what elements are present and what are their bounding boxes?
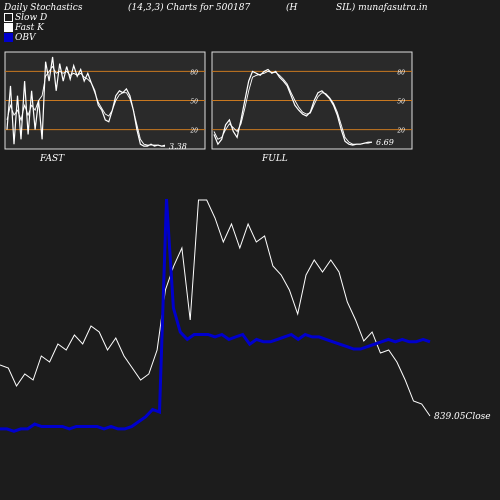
close-value-label: 839.05Close	[434, 412, 491, 422]
chart-params: (14,3,3) Charts for 500187	[128, 3, 251, 13]
chart-title: Daily Stochastics	[4, 3, 83, 13]
fast-panel-title: FAST	[39, 154, 65, 164]
legend-swatch-icon	[4, 33, 13, 42]
fast-d-line	[6, 65, 166, 147]
obv-line	[0, 198, 431, 433]
full-last-value-label: 6.69	[376, 138, 394, 147]
legend-slow-d: Slow D	[4, 13, 47, 23]
close-price-line	[0, 199, 431, 417]
legend-fast-k: Fast K	[4, 23, 44, 33]
site-text: SIL) munafasutra.in	[336, 3, 428, 13]
full-d-line	[213, 70, 373, 145]
full-panel-title: FULL	[261, 154, 288, 164]
legend-label: Fast K	[15, 23, 44, 33]
fast-last-value-label: 3.38	[169, 142, 187, 151]
legend-swatch-icon	[4, 13, 13, 22]
legend-swatch-icon	[4, 23, 13, 32]
legend-label: OBV	[15, 33, 36, 43]
legend-obv: OBV	[4, 33, 36, 43]
legend-label: Slow D	[15, 13, 48, 23]
full-tick-label: 80	[397, 69, 405, 76]
full-tick-label: 50	[397, 99, 405, 106]
full-tick-label: 20	[396, 128, 405, 135]
fast-tick-label: 80	[190, 69, 198, 76]
fast-k-line	[6, 56, 165, 147]
symbol-text: (H	[286, 3, 298, 13]
fast-tick-label: 20	[189, 128, 198, 135]
full-k-line	[213, 68, 372, 146]
fast-tick-label: 50	[190, 99, 198, 106]
